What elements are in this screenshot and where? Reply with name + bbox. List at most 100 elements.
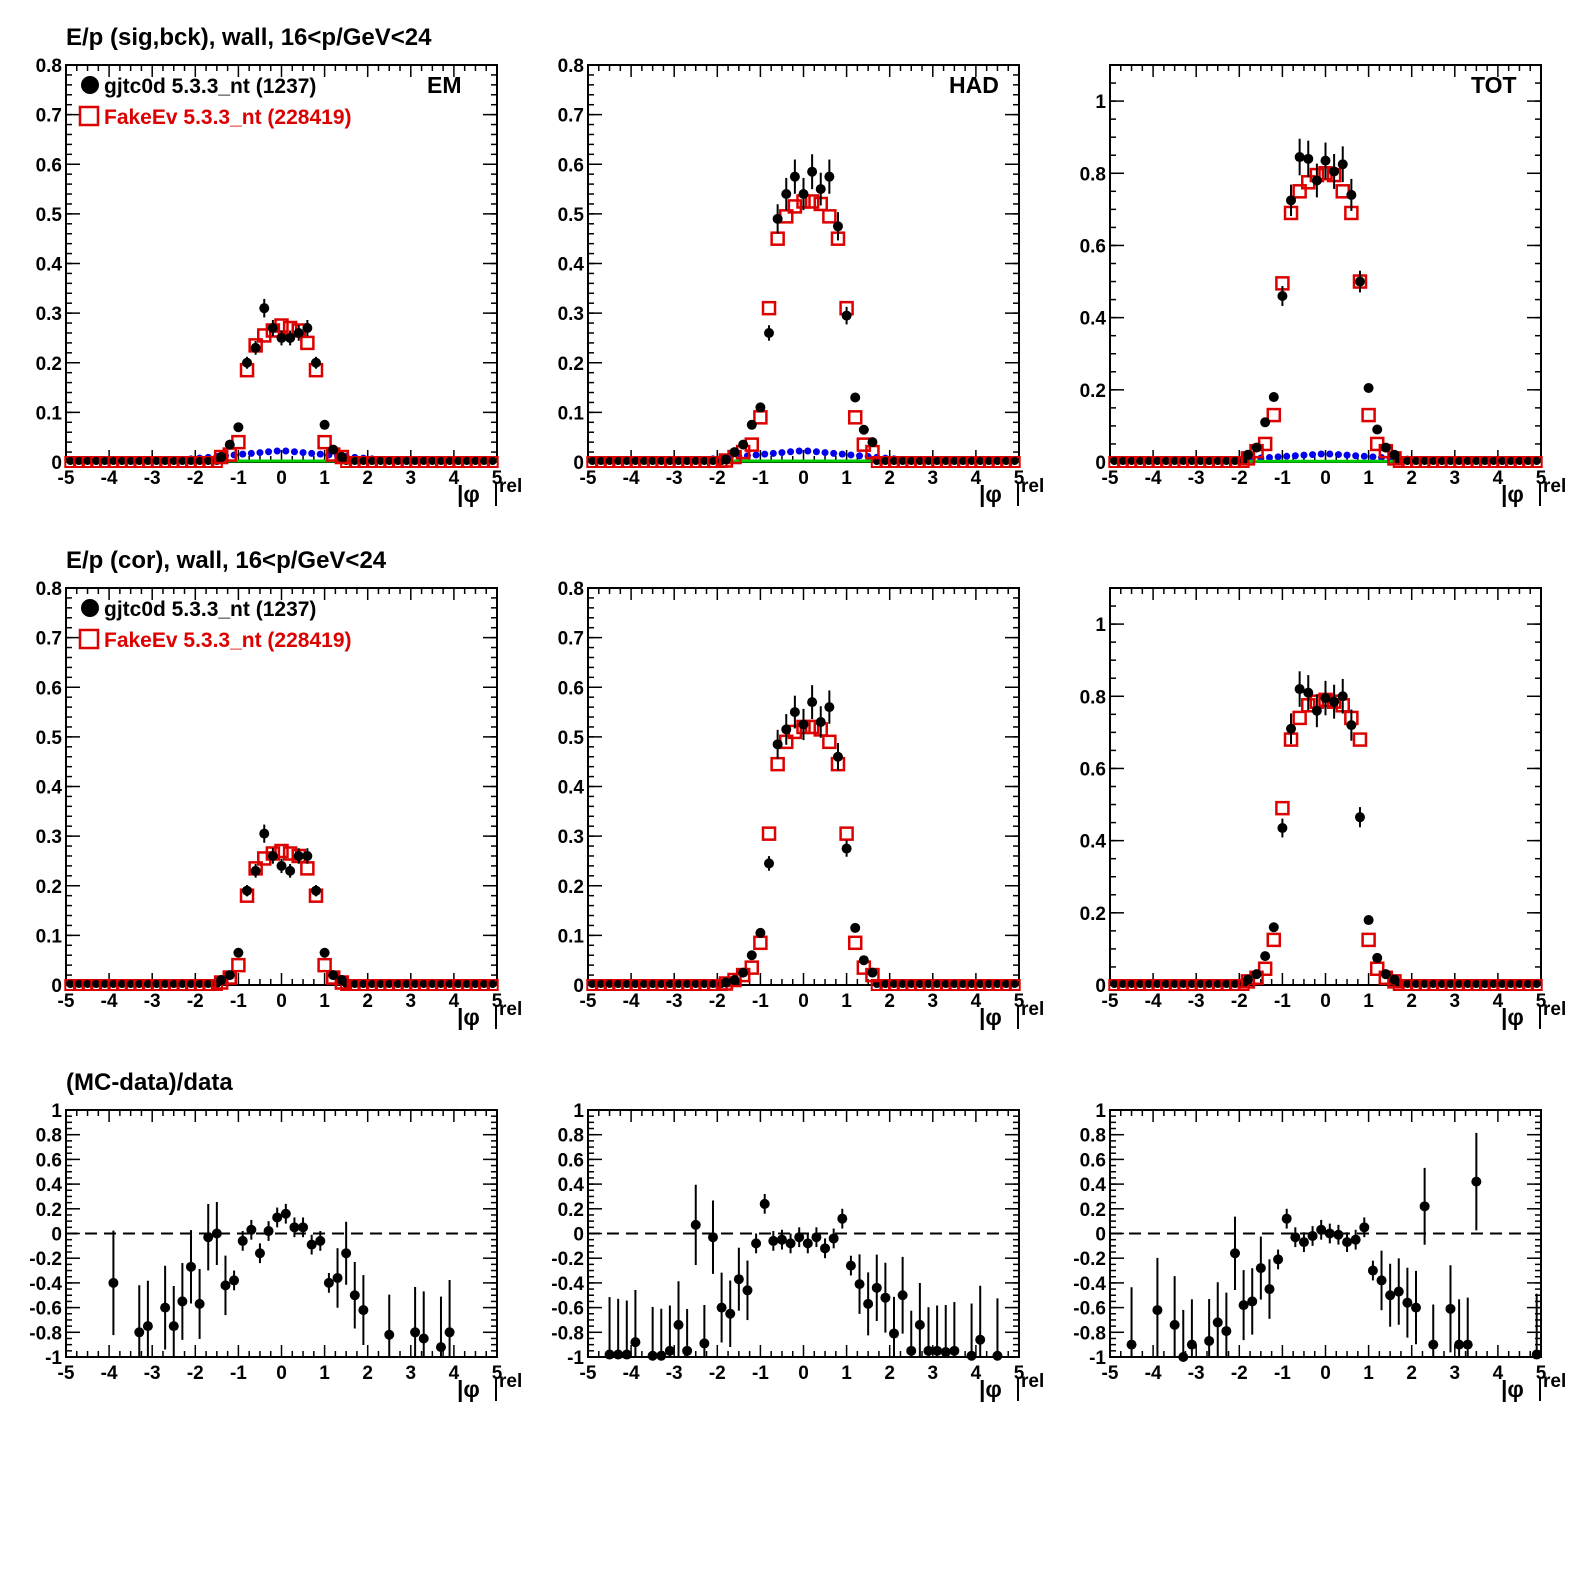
y-tick-label: -0.2 — [551, 1249, 584, 1270]
data-point — [1229, 1248, 1240, 1259]
x-axis-label-sup: rel — [1543, 1371, 1566, 1392]
data-point — [454, 457, 463, 465]
y-tick-label: 0.8 — [558, 1126, 584, 1147]
x-tick-label: 3 — [928, 991, 939, 1012]
data-point — [850, 922, 861, 933]
data-point — [1110, 980, 1119, 988]
x-tick-label: -5 — [580, 991, 597, 1012]
data-point — [665, 980, 674, 988]
x-tick-label: -2 — [709, 1363, 726, 1384]
data-point — [1506, 980, 1515, 988]
data-point — [211, 1228, 222, 1239]
y-tick-label: 0.5 — [36, 205, 63, 226]
data-point — [768, 1235, 779, 1246]
data-point — [1213, 980, 1222, 988]
y-tick-label: 0.7 — [36, 106, 62, 127]
x-tick-label: 3 — [928, 1363, 939, 1384]
data-point — [1428, 1339, 1439, 1350]
y-tick-label: 0.3 — [558, 304, 584, 325]
data-point — [411, 980, 420, 988]
data-point — [940, 1347, 951, 1358]
data-point — [74, 457, 83, 465]
y-tick-label: 0.2 — [1080, 381, 1106, 402]
x-tick-label: 2 — [362, 991, 373, 1012]
data-point — [1437, 457, 1446, 465]
mc-point — [1266, 407, 1282, 423]
data-point — [958, 457, 967, 465]
data-point — [216, 452, 227, 463]
data-point — [471, 980, 480, 988]
x-axis-label-sup: rel — [499, 1371, 522, 1392]
data-point — [358, 1305, 369, 1316]
data-point — [488, 457, 497, 465]
mc-point — [761, 826, 777, 841]
data-point — [798, 719, 809, 730]
row-title-1: E/p (cor), wall, 16<p/GeV<24 — [66, 547, 387, 574]
data-point — [428, 980, 437, 988]
data-point — [785, 1238, 796, 1249]
x-axis-label-sup: rel — [1021, 1371, 1044, 1392]
data-point — [368, 980, 377, 988]
data-point — [471, 457, 480, 465]
legend: gjtc0d 5.3.3_nt (1237) FakeEv 5.3.3_nt (2… — [78, 598, 352, 652]
data-point — [631, 980, 640, 988]
x-tick-label: 1 — [841, 1363, 852, 1384]
data-point — [1196, 980, 1205, 988]
data-point — [682, 1345, 693, 1356]
data-point — [384, 1329, 395, 1340]
data-point — [622, 980, 631, 988]
y-tick-label: 0 — [573, 453, 584, 474]
data-point — [1420, 980, 1429, 988]
data-point — [1463, 457, 1472, 465]
data-point — [195, 457, 204, 465]
data-point — [871, 1282, 882, 1293]
x-axis-label-sup: rel — [1543, 476, 1566, 497]
x-axis-label: |φ — [457, 1376, 480, 1402]
x-tick-label: 5 — [492, 991, 503, 1012]
x-tick-label: 4 — [1493, 468, 1504, 489]
x-tick-label: 2 — [884, 1363, 895, 1384]
mc-point — [1292, 710, 1307, 726]
data-point — [1316, 1224, 1327, 1235]
bck-point — [769, 449, 777, 457]
data-point — [1186, 1339, 1197, 1350]
bck-point — [299, 449, 307, 457]
data-point — [915, 980, 924, 988]
x-tick-label: 3 — [406, 468, 417, 489]
data-point — [733, 1274, 744, 1285]
data-point — [949, 1345, 960, 1356]
y-tick-label: 0.1 — [36, 403, 63, 424]
data-point — [674, 980, 683, 988]
mc-point — [1352, 732, 1368, 747]
panel-label: EM — [427, 72, 462, 98]
data-point — [729, 975, 740, 986]
x-tick-label: -3 — [666, 991, 683, 1012]
data-point — [1446, 980, 1455, 988]
y-tick-label: 0 — [573, 976, 584, 997]
data-point — [1329, 696, 1340, 707]
data-point — [700, 457, 709, 465]
data-point — [1311, 175, 1322, 186]
data-point — [1281, 1213, 1292, 1224]
x-tick-label: 0 — [276, 468, 287, 489]
legend-label: FakeEv 5.3.3_nt (228419) — [104, 629, 352, 652]
mc-point — [231, 957, 246, 973]
data-point — [195, 980, 204, 988]
x-tick-label: 5 — [492, 1363, 503, 1384]
data-point — [588, 980, 597, 988]
x-tick-label: -2 — [709, 991, 726, 1012]
bck-point — [316, 450, 324, 458]
data-point — [720, 977, 731, 988]
x-axis-label: |φ — [1501, 1004, 1524, 1030]
data-point — [74, 980, 83, 988]
data-point — [673, 1319, 684, 1330]
x-tick-label: 1 — [319, 1363, 330, 1384]
data-point — [293, 327, 304, 338]
data-point — [604, 1349, 615, 1360]
mc-point — [839, 826, 854, 841]
data-point — [1230, 980, 1239, 988]
data-point — [755, 402, 766, 413]
data-point — [272, 1212, 283, 1223]
data-point — [194, 1298, 205, 1309]
data-point — [621, 1349, 632, 1360]
